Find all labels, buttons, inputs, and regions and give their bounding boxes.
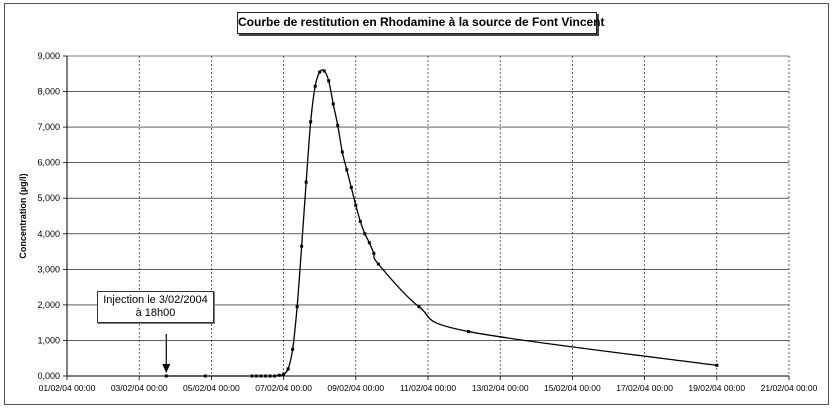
injection-arrow xyxy=(162,334,171,373)
data-point xyxy=(372,251,376,255)
y-tick-label: 8,000 xyxy=(37,87,60,97)
x-tick-label: 05/02/04 00:00 xyxy=(183,383,240,393)
data-point xyxy=(255,374,259,378)
data-point xyxy=(295,305,299,309)
y-tick-label: 0,000 xyxy=(37,371,60,381)
data-point xyxy=(363,232,367,236)
data-point xyxy=(331,102,335,106)
x-tick-label: 01/02/04 00:00 xyxy=(39,383,96,393)
concentration-line xyxy=(166,69,717,377)
data-point xyxy=(164,374,168,378)
data-point xyxy=(203,374,207,378)
data-point xyxy=(273,374,277,378)
y-tick-label: 6,000 xyxy=(37,158,60,168)
x-tick-label: 19/02/04 00:00 xyxy=(688,383,745,393)
x-tick-label: 13/02/04 00:00 xyxy=(472,383,529,393)
injection-annotation: Injection le 3/02/2004 à 18h00 xyxy=(97,291,214,323)
axes xyxy=(63,55,790,380)
y-tick-label: 5,000 xyxy=(37,193,60,203)
data-point xyxy=(354,203,358,207)
data-point xyxy=(417,305,421,309)
data-point xyxy=(336,123,340,127)
data-point xyxy=(318,70,322,74)
chart-title: Courbe de restitution en Rhodamine à la … xyxy=(238,15,605,29)
arrow-head xyxy=(162,364,171,373)
data-point xyxy=(367,241,371,245)
x-tick-labels: 01/02/04 00:00 03/02/04 00:00 05/02/04 00:… xyxy=(39,383,818,393)
data-point xyxy=(291,347,295,351)
x-tick-label: 07/02/04 00:00 xyxy=(255,383,312,393)
x-tick-label: 17/02/04 00:00 xyxy=(616,383,673,393)
y-tick-labels: 0,000 1,000 2,000 3,000 4,000 5,000 6,000 7,000… xyxy=(37,51,60,381)
data-point xyxy=(277,373,281,377)
annotation-line-2: à 18h00 xyxy=(135,307,176,319)
y-tick-label: 1,000 xyxy=(37,335,60,345)
data-point xyxy=(349,186,353,190)
y-tick-label: 2,000 xyxy=(37,300,60,310)
x-tick-label: 21/02/04 00:00 xyxy=(761,383,818,393)
x-tick-label: 11/02/04 00:00 xyxy=(400,383,456,393)
y-axis-label: Concentration (µg/l) xyxy=(18,173,28,258)
data-point xyxy=(304,180,308,184)
data-point xyxy=(715,363,719,367)
data-point xyxy=(376,262,380,266)
series-line xyxy=(166,69,717,377)
data-point xyxy=(268,374,272,378)
chart-frame xyxy=(4,3,829,405)
x-tick-label: 03/02/04 00:00 xyxy=(111,383,168,393)
data-markers xyxy=(164,69,719,378)
data-point xyxy=(358,219,362,223)
data-point xyxy=(345,168,349,172)
data-point xyxy=(286,367,290,371)
data-point xyxy=(300,244,304,248)
data-point xyxy=(282,372,286,376)
data-point xyxy=(467,330,471,334)
data-point xyxy=(327,79,331,83)
y-tick-label: 3,000 xyxy=(37,264,60,274)
y-tick-label: 4,000 xyxy=(37,229,60,239)
y-tick-label: 7,000 xyxy=(37,122,60,132)
data-point xyxy=(259,374,263,378)
x-tick-label: 15/02/04 00:00 xyxy=(544,383,601,393)
x-tick-label: 09/02/04 00:00 xyxy=(327,383,384,393)
data-point xyxy=(250,374,254,378)
chart-title-box: Courbe de restitution en Rhodamine à la … xyxy=(237,12,605,34)
annotation-line-1: Injection le 3/02/2004 xyxy=(103,294,208,306)
data-point xyxy=(309,120,313,124)
data-point xyxy=(264,374,268,378)
data-point xyxy=(313,84,317,88)
data-point xyxy=(340,150,344,154)
grid-lines xyxy=(67,55,790,376)
y-tick-label: 9,000 xyxy=(37,51,60,61)
data-point xyxy=(322,69,326,73)
